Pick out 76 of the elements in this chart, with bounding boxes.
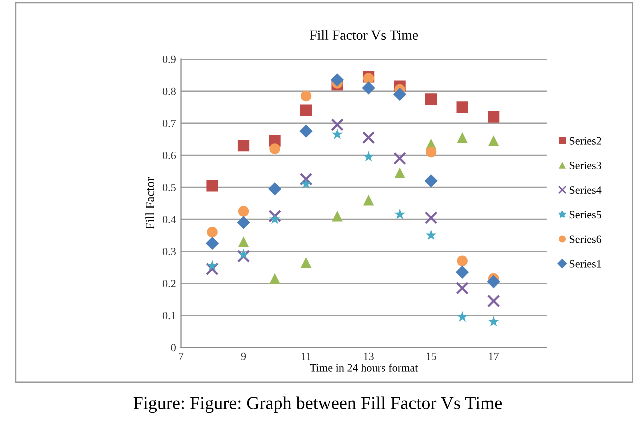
y-tick-label: 0.5 [162,184,176,192]
point [300,257,312,268]
point [300,104,312,116]
point [457,256,468,267]
point [300,173,313,186]
x-tick-label: 17 [489,352,500,360]
point [363,194,374,206]
legend-label: Series2 [570,137,602,145]
point [488,316,500,327]
point [426,94,438,106]
point [394,208,406,220]
point [332,210,343,222]
point [300,178,312,189]
y-tick-label: 0 [171,344,176,352]
point [394,168,406,178]
point [424,174,438,188]
x-tick-label: 11 [302,352,311,360]
point [394,152,406,166]
point [332,128,344,140]
x-tick-label: 15 [426,352,436,360]
point [238,206,250,217]
point [270,214,281,224]
y-tick-label: 0.7 [162,120,176,128]
point [393,88,407,102]
point [238,248,250,260]
point [330,74,344,87]
point [487,294,500,308]
y-tick-label: 0.8 [162,88,176,96]
y-axis-title: Fill Factor [146,177,154,230]
point [300,90,312,102]
point [206,236,220,250]
point [238,236,250,248]
point [206,180,218,192]
x-axis-title: Time in 24 hours format [310,364,418,372]
point [456,102,468,114]
point [268,210,282,223]
point [300,124,313,138]
point [426,146,437,158]
point [207,226,218,238]
point [488,136,500,146]
point [457,311,468,322]
point [424,212,438,224]
x-tick-label: 7 [179,352,184,360]
point [456,282,469,295]
point [268,182,282,196]
legend-label: Series6 [570,236,602,244]
point [206,260,218,271]
point [456,266,470,279]
point [237,250,250,263]
point [362,131,376,144]
point [362,82,376,95]
point [237,216,250,230]
x-tick-label: 13 [364,352,374,360]
x-tick-label: 9 [241,352,246,360]
y-tick-label: 0.9 [162,56,176,64]
legend-label: Series3 [570,162,602,170]
point [457,132,468,144]
y-tick-label: 0.2 [162,280,176,288]
point [487,275,500,289]
legend-label: Series5 [570,211,602,219]
point [488,111,500,123]
legend-label: Series1 [570,260,602,268]
chart-title: Fill Factor Vs Time [310,30,418,40]
point [363,151,374,162]
point [331,118,344,132]
point [270,144,280,154]
y-tick-label: 0.3 [162,248,176,256]
point [238,140,250,152]
point [270,273,280,284]
text: Figure: Figure: Graph between Fill Factor Vs Time [134,396,502,414]
point [206,262,219,276]
point [426,230,437,240]
y-tick-label: 0.1 [162,312,176,320]
legend-label: Series4 [570,186,602,194]
y-tick-label: 0.4 [162,216,176,224]
y-tick-label: 0.6 [162,152,176,160]
